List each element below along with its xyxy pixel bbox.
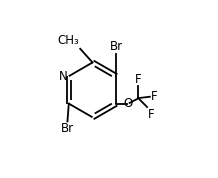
Text: F: F	[135, 73, 141, 86]
Text: Br: Br	[61, 122, 74, 135]
Text: N: N	[58, 70, 67, 83]
Text: CH₃: CH₃	[57, 34, 79, 47]
Text: O: O	[123, 97, 133, 110]
Text: Br: Br	[110, 40, 123, 53]
Text: F: F	[148, 108, 154, 121]
Text: F: F	[151, 90, 157, 103]
